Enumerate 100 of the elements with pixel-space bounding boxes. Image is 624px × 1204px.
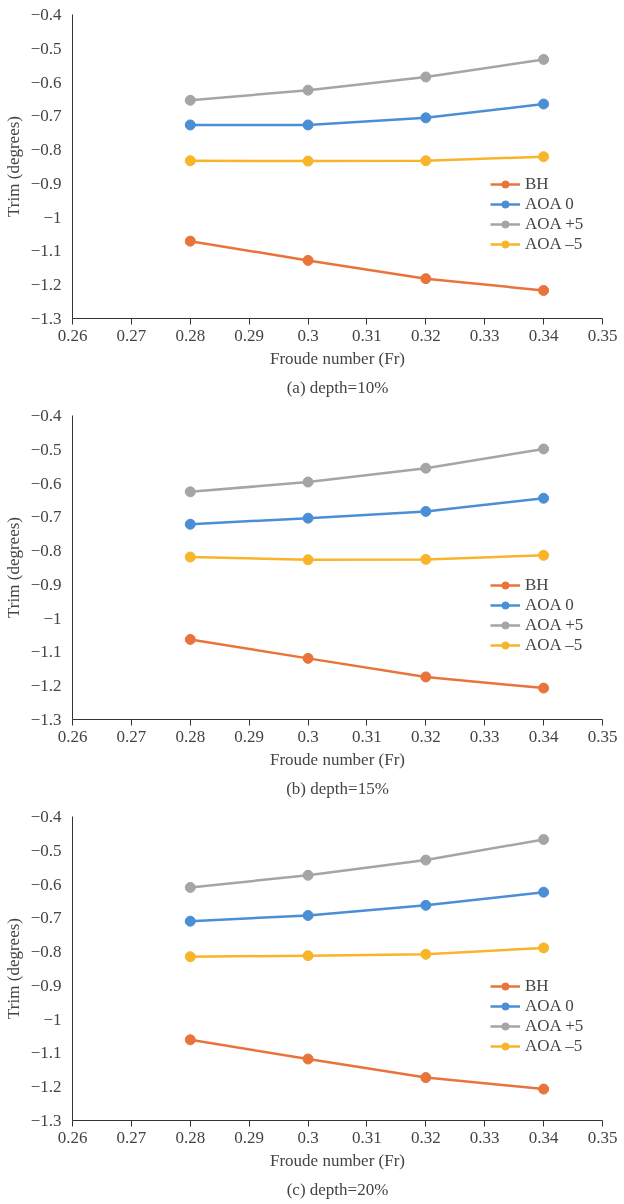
text: (c) depth=20%: [286, 1179, 389, 1199]
legend-label: AOA +5: [525, 615, 584, 635]
x-axis-title: Froude number (Fr): [269, 749, 406, 769]
legend-label: BH: [525, 976, 549, 996]
legend-label: AOA 0: [525, 996, 574, 1016]
x-axis-title: Froude number (Fr): [269, 1150, 406, 1170]
point: [184, 486, 196, 498]
x-tick-label: 0.3: [297, 325, 319, 345]
x-tick-label: 0.29: [234, 1127, 265, 1147]
point: [420, 671, 432, 683]
x-tick-label: 0.26: [57, 726, 88, 746]
x-tick-label: 0.26: [57, 325, 88, 345]
point: [302, 652, 314, 664]
legend-label: AOA 0: [525, 194, 574, 214]
y-tick-label: −0.8: [30, 942, 62, 962]
x-tick-label: 0.32: [410, 1127, 441, 1147]
y-tick-label: −1.3: [30, 710, 62, 729]
point: [420, 71, 432, 83]
y-tick-label: −0.7: [30, 908, 62, 928]
y-axis-title: Trim (degrees): [3, 918, 23, 1019]
point: [538, 284, 550, 296]
y-tick-label: −1.2: [30, 1077, 62, 1097]
point: [184, 235, 196, 247]
x-tick-label: 0.27: [116, 1127, 147, 1147]
x-axis-title: Froude number (Fr): [269, 348, 406, 368]
x-tick-label: 0.3: [297, 726, 319, 746]
x-tick-label: 0.32: [410, 325, 441, 345]
y-tick-label: −1: [43, 207, 62, 227]
y-tick-label: −0.8: [30, 140, 62, 160]
point: [538, 151, 550, 163]
x-tick-label: 0.35: [587, 325, 618, 345]
point: [420, 505, 432, 517]
point: [302, 909, 314, 921]
legend-label: BH: [525, 575, 549, 595]
point: [420, 1072, 432, 1084]
y-tick-label: −0.7: [30, 106, 62, 126]
y-tick-label: −1.2: [30, 676, 62, 696]
point: [302, 476, 314, 488]
point: [184, 915, 196, 927]
point: [184, 94, 196, 106]
point: [538, 549, 550, 561]
point: [302, 950, 314, 962]
point: [538, 682, 550, 694]
x-tick-label: 0.27: [116, 325, 147, 345]
y-tick-label: −0.4: [30, 5, 62, 24]
point: [302, 155, 314, 167]
y-tick-label: −0.4: [30, 807, 62, 826]
point: [184, 633, 196, 645]
point: [184, 551, 196, 563]
x-tick-label: 0.28: [175, 1127, 206, 1147]
point: [184, 155, 196, 167]
x-tick-label: 0.26: [57, 1127, 88, 1147]
point: [302, 254, 314, 266]
y-tick-label: −0.5: [30, 38, 62, 58]
x-tick-label: 0.33: [469, 1127, 500, 1147]
point: [302, 554, 314, 566]
y-tick-label: −1.3: [30, 1111, 62, 1130]
point: [420, 112, 432, 124]
y-tick-label: −0.8: [30, 541, 62, 561]
x-tick-label: 0.29: [234, 726, 265, 746]
x-tick-label: 0.28: [175, 726, 206, 746]
y-tick-label: −1.1: [30, 1043, 62, 1063]
x-tick-label: 0.3: [297, 1127, 319, 1147]
y-tick-label: −1.2: [30, 275, 62, 295]
y-tick-label: −0.5: [30, 439, 62, 459]
point: [184, 951, 196, 963]
x-tick-label: 0.28: [175, 325, 206, 345]
x-tick-label: 0.31: [352, 1127, 382, 1147]
x-tick-label: 0.34: [528, 1127, 559, 1147]
point: [184, 1034, 196, 1046]
y-tick-label: −1.1: [30, 241, 62, 261]
point: [538, 53, 550, 65]
x-tick-label: 0.35: [587, 726, 618, 746]
legend-label: AOA +5: [525, 1016, 584, 1036]
point: [538, 492, 550, 504]
y-tick-label: −0.6: [30, 874, 62, 894]
point: [302, 119, 314, 131]
point: [420, 948, 432, 960]
point: [420, 553, 432, 565]
x-tick-label: 0.27: [116, 726, 147, 746]
point: [538, 833, 550, 845]
point: [538, 98, 550, 110]
point: [184, 881, 196, 893]
y-tick-label: −0.9: [30, 173, 62, 193]
point: [538, 886, 550, 898]
x-tick-label: 0.35: [587, 1127, 618, 1147]
point: [420, 854, 432, 866]
point: [302, 512, 314, 524]
x-tick-label: 0.33: [469, 726, 500, 746]
x-tick-label: 0.29: [234, 325, 265, 345]
legend-label: AOA –5: [525, 1036, 583, 1056]
point: [302, 1053, 314, 1065]
x-tick-label: 0.34: [528, 726, 559, 746]
text: (b) depth=15%: [286, 778, 389, 798]
y-tick-label: −0.9: [30, 975, 62, 995]
y-tick-label: −1.1: [30, 642, 62, 662]
y-axis-title: Trim (degrees): [3, 517, 23, 618]
y-axis-title: Trim (degrees): [3, 116, 23, 217]
point: [420, 462, 432, 474]
point: [302, 869, 314, 881]
